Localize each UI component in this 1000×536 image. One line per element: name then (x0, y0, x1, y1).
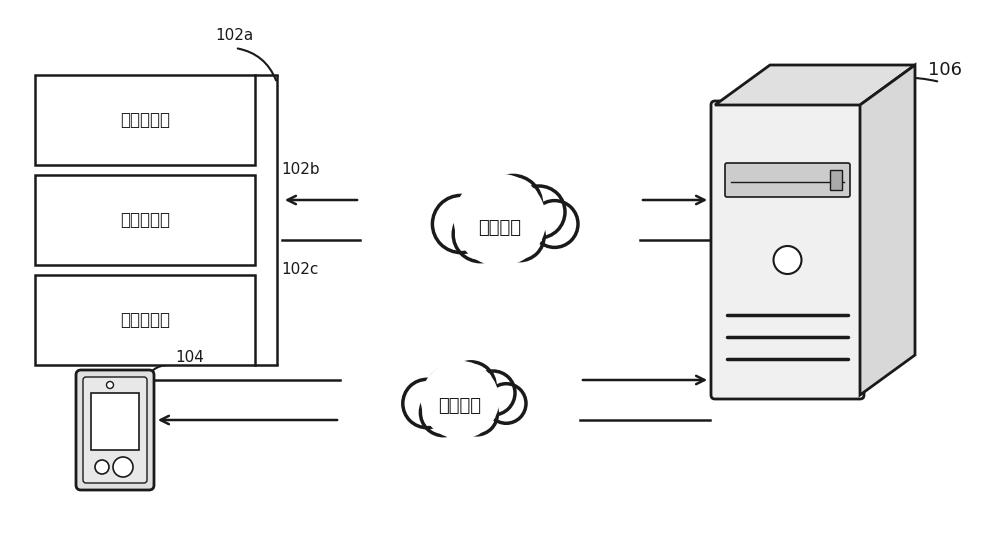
Text: 104: 104 (175, 351, 204, 366)
Circle shape (95, 460, 109, 474)
Circle shape (456, 393, 497, 435)
Circle shape (116, 460, 130, 474)
Circle shape (495, 211, 544, 260)
FancyBboxPatch shape (830, 170, 842, 190)
Circle shape (447, 362, 495, 410)
Circle shape (422, 361, 498, 438)
Text: 106: 106 (928, 61, 962, 79)
Circle shape (513, 186, 565, 238)
Circle shape (453, 207, 508, 262)
FancyBboxPatch shape (83, 377, 147, 483)
FancyBboxPatch shape (725, 163, 850, 197)
FancyBboxPatch shape (35, 275, 255, 365)
Text: 102c: 102c (281, 263, 318, 278)
Text: 网络连接: 网络连接 (438, 397, 482, 415)
Circle shape (531, 200, 578, 248)
Circle shape (106, 382, 114, 389)
Circle shape (471, 371, 515, 415)
Circle shape (113, 457, 133, 477)
Circle shape (774, 246, 802, 274)
Circle shape (454, 175, 546, 265)
FancyBboxPatch shape (35, 75, 255, 165)
Polygon shape (860, 65, 915, 395)
Text: 102a: 102a (215, 27, 253, 42)
FancyBboxPatch shape (91, 393, 139, 450)
Circle shape (432, 196, 490, 252)
Text: 物联网设备: 物联网设备 (120, 311, 170, 329)
Circle shape (403, 379, 451, 428)
Circle shape (486, 384, 526, 423)
FancyBboxPatch shape (711, 101, 864, 399)
Circle shape (461, 182, 513, 234)
Text: 物联网设备: 物联网设备 (120, 211, 170, 229)
Text: 102b: 102b (281, 162, 320, 177)
FancyBboxPatch shape (76, 370, 154, 490)
Polygon shape (715, 65, 915, 105)
Circle shape (427, 368, 471, 412)
Circle shape (484, 175, 542, 233)
FancyBboxPatch shape (35, 175, 255, 265)
Text: 网络连接: 网络连接 (479, 219, 522, 237)
Text: 物联网设备: 物联网设备 (120, 111, 170, 129)
Circle shape (420, 390, 467, 436)
